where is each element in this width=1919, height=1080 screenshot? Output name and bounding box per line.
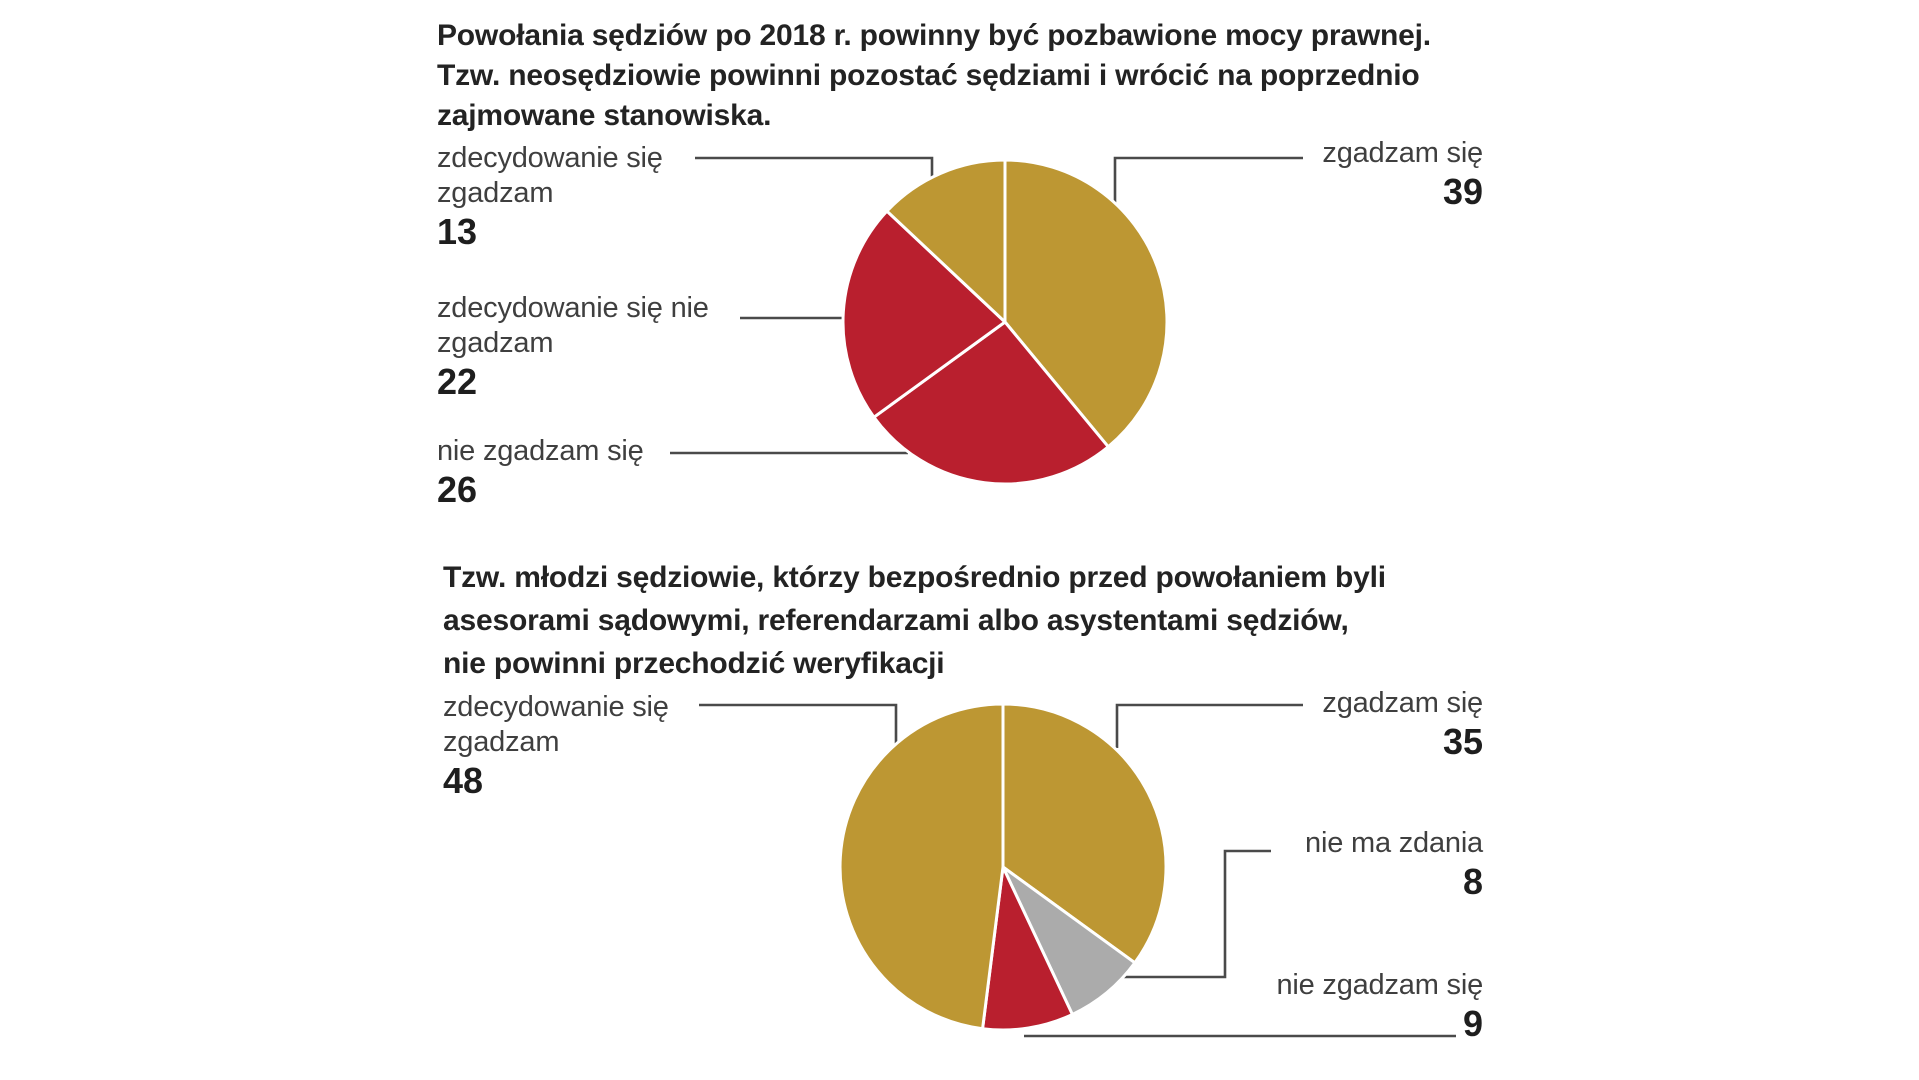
pie-chart-bottom [838,702,1168,1032]
callout-label: nie zgadzam się [437,435,644,467]
chart2-title: Tzw. młodzi sędziowie, którzy bezpośredn… [443,561,1386,680]
callout-value: 8 [1462,861,1483,902]
pie-slice-zdecydowanie-się-zgadzam [838,702,1005,1031]
leader-line-nie-ma-zdania-2 [1110,849,1271,979]
callout-label: nie ma zdania [1305,827,1483,859]
callout-label: zdecydowanie się zgadzam [437,142,663,209]
callout-value: 35 [1442,721,1483,762]
callout-chart1-nie-zgadzam-sie: nie zgadzam się 26 [437,434,644,510]
pie-slice-zgadzam-się [1001,702,1168,965]
pie-slice-zdecydowanie-się-nie-zgadzam [841,209,1007,419]
pie-slice-zgadzam-się [1003,158,1169,449]
pie-slice-nie-zgadzam-się [872,320,1110,486]
leader-line-zgadzam-sie-1 [1113,156,1303,203]
callout-value: 48 [443,760,484,801]
callout-value: 22 [437,361,478,402]
callout-value: 13 [437,211,478,252]
callout-chart1-zdecydowanie-sie-nie-zgadzam: zdecydowanie się nie zgadzam 22 [437,291,709,402]
callout-chart2-zdecydowanie-sie-zgadzam: zdecydowanie się zgadzam 48 [443,690,669,801]
callout-label: zgadzam się [1322,687,1483,719]
callout-label: zdecydowanie się nie zgadzam [437,292,709,359]
leader-line-zdecydowanie-sie-zgadzam-1 [695,156,934,178]
callout-value: 9 [1462,1003,1483,1044]
leader-line-zdecydowanie-sie-zgadzam-2 [699,703,898,746]
callout-chart1-zgadzam-sie: zgadzam się 39 [1183,136,1483,212]
pie-slice-zdecydowanie-się-zgadzam [885,158,1007,324]
callout-chart2-nie-zgadzam-sie: nie zgadzam się 9 [1183,968,1483,1044]
leader-lines [670,156,1456,1038]
callout-value: 39 [1442,171,1483,212]
callout-label: zgadzam się [1322,137,1483,169]
callout-label: nie zgadzam się [1276,969,1483,1001]
callout-chart2-nie-ma-zdania: nie ma zdania 8 [1183,826,1483,902]
callout-chart1-zdecydowanie-sie-zgadzam: zdecydowanie się zgadzam 13 [437,141,663,252]
leader-line-zgadzam-sie-2 [1115,703,1303,748]
callout-chart2-zgadzam-sie: zgadzam się 35 [1183,686,1483,762]
chart1-title: Powołania sędziów po 2018 r. powinny być… [437,19,1431,132]
callout-value: 26 [437,469,478,510]
callout-label: zdecydowanie się zgadzam [443,691,669,758]
pie-slice-nie-zgadzam-się [981,865,1074,1032]
pie-chart-top [841,158,1169,486]
